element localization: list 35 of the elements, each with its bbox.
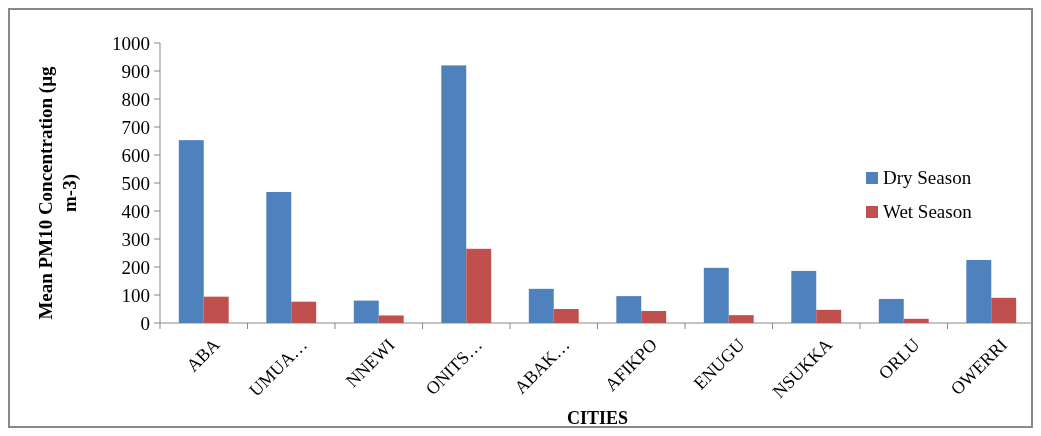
y-tick-label: 400 [121, 200, 150, 222]
bar [966, 260, 992, 323]
bar [528, 288, 554, 323]
bar [728, 315, 754, 323]
bar [703, 267, 729, 323]
bar [616, 296, 642, 323]
bar [791, 270, 817, 323]
legend-label: Wet Season [883, 201, 973, 222]
bar [903, 318, 929, 323]
bar [353, 300, 379, 323]
y-tick-label: 200 [121, 256, 150, 278]
bar [178, 140, 204, 323]
y-tick-label: 600 [121, 144, 150, 166]
y-tick-label: 900 [121, 60, 150, 82]
x-axis-title: CITIES [566, 408, 629, 428]
bar [266, 191, 292, 323]
bar [553, 309, 579, 323]
y-tick-label: 0 [140, 312, 150, 334]
y-tick-label: 100 [121, 284, 150, 306]
legend-label: Dry Season [883, 167, 972, 188]
y-tick-label: 500 [121, 172, 150, 194]
bar [878, 298, 904, 323]
bar [291, 301, 317, 323]
y-tick-label: 800 [121, 88, 150, 110]
bar [203, 296, 229, 323]
bar [378, 315, 404, 323]
y-axis-title: Mean PM10 Concentration (µg m-3) [35, 65, 81, 320]
y-tick-label: 300 [121, 228, 150, 250]
bar [991, 297, 1017, 323]
bar [466, 248, 492, 323]
bar [816, 309, 842, 323]
bar [641, 310, 667, 323]
y-tick-label: 1000 [112, 32, 150, 54]
y-tick-label: 700 [121, 116, 150, 138]
bar [441, 65, 467, 323]
